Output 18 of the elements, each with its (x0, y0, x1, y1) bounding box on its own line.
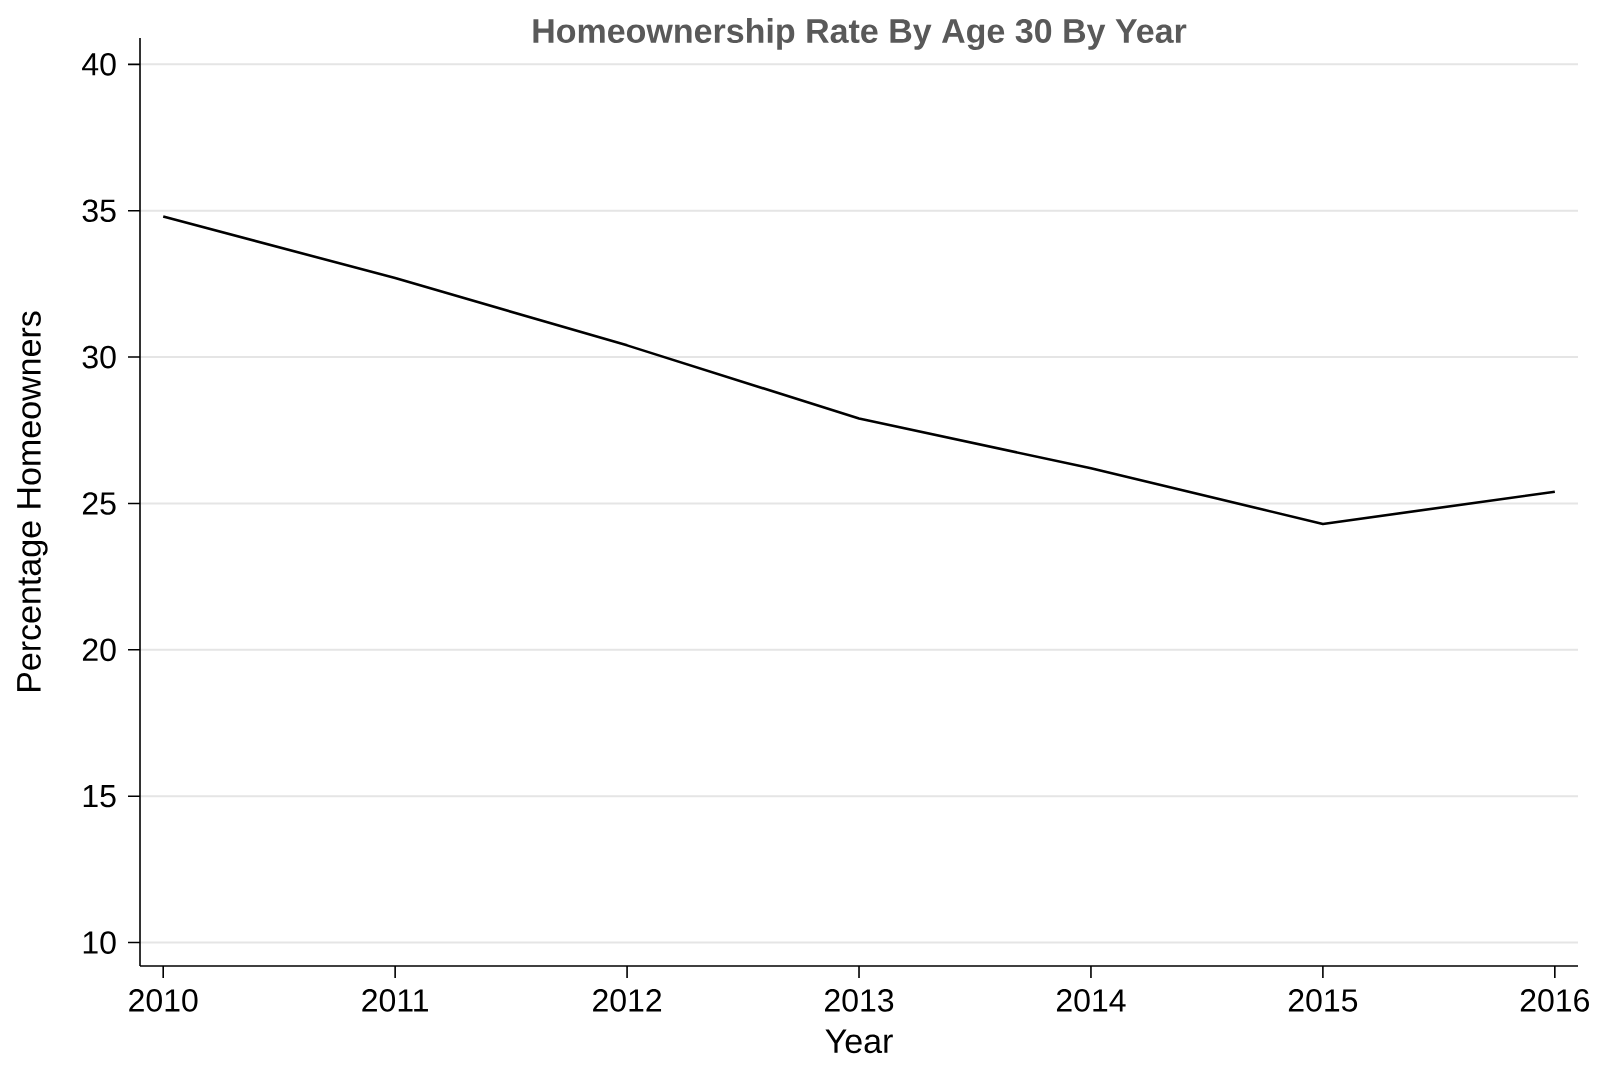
y-tick-label: 15 (83, 785, 116, 808)
y-axis-title: Percentage Homeowners (17, 311, 48, 692)
y-tick-label: 30 (82, 345, 116, 369)
x-tick-label: 2010 (129, 989, 198, 1012)
x-tick-label: 2014 (1056, 989, 1126, 1012)
y-tick-label: 25 (82, 492, 116, 515)
x-tick-label: 2016 (1520, 989, 1589, 1012)
x-tick-label: 2015 (1288, 989, 1358, 1012)
line-series (161, 215, 1557, 526)
y-tick-label: 20 (82, 638, 116, 662)
x-tick-label: 2011 (362, 989, 428, 1012)
x-tick-label: 2012 (593, 989, 662, 1012)
chart-title: Homeownership Rate By Age 30 By Year (533, 18, 1187, 50)
x-tick-label: 2013 (825, 989, 894, 1012)
y-tick-label: 10 (83, 931, 116, 954)
y-tick-label: 40 (82, 53, 116, 76)
x-axis-title: Year (825, 1029, 893, 1054)
y-tick-label: 35 (82, 199, 116, 223)
